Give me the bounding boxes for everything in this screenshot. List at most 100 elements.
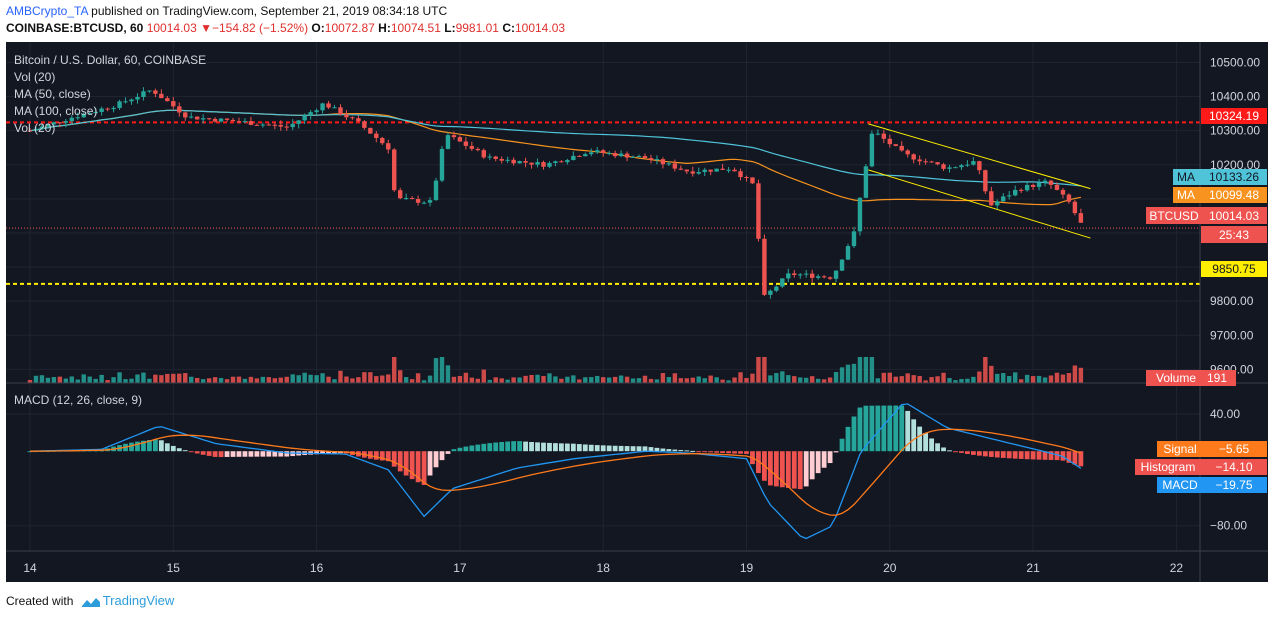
time-tick-label: 14 bbox=[23, 561, 37, 575]
candle-body bbox=[266, 124, 272, 126]
ma100-badge: MA 10133.26 bbox=[1173, 169, 1267, 185]
histogram-bar bbox=[188, 451, 194, 453]
volume-bar bbox=[654, 379, 660, 383]
histogram-bar bbox=[702, 451, 708, 453]
volume-bar bbox=[314, 375, 319, 383]
candle-body bbox=[1060, 189, 1066, 195]
candle-body bbox=[989, 191, 994, 206]
tradingview-logo-icon bbox=[81, 597, 100, 607]
volume-bar bbox=[427, 375, 433, 383]
histogram-bar bbox=[947, 450, 952, 452]
histogram-bar bbox=[636, 446, 642, 452]
histogram-bar bbox=[278, 451, 284, 457]
candle-body bbox=[212, 118, 218, 122]
histogram-bar bbox=[523, 441, 528, 452]
candle-body bbox=[565, 160, 570, 163]
volume-bar bbox=[768, 375, 773, 383]
histogram-badge-label: Histogram bbox=[1141, 460, 1196, 474]
volume-bar bbox=[194, 377, 200, 383]
change-value: −154.82 (−1.52%) bbox=[212, 21, 309, 35]
candle-body bbox=[93, 111, 98, 114]
histogram-bar bbox=[487, 443, 493, 452]
legend-ma50: MA (50, close) bbox=[14, 87, 91, 101]
time-tick-label: 22 bbox=[1170, 561, 1184, 575]
resistance-badge: 10324.19 bbox=[1201, 108, 1267, 124]
volume-bar bbox=[248, 376, 254, 383]
price-tick-label: 10500.00 bbox=[1210, 55, 1260, 69]
histogram-bar bbox=[744, 451, 749, 454]
candle-body bbox=[117, 101, 122, 108]
candle-body bbox=[272, 124, 278, 126]
candle-body bbox=[1048, 180, 1054, 185]
histogram-bar bbox=[773, 451, 779, 487]
candle-body bbox=[1054, 184, 1060, 190]
volume-bar bbox=[893, 376, 898, 383]
candle-body bbox=[1078, 213, 1084, 223]
candle-body bbox=[290, 123, 295, 128]
histogram-bar bbox=[827, 451, 833, 464]
histogram-bar bbox=[714, 451, 720, 453]
candle-body bbox=[487, 156, 492, 158]
price-badge: BTCUSD 10014.03 25:43 bbox=[1146, 207, 1267, 243]
volume-bar bbox=[523, 375, 528, 383]
histogram-bar bbox=[929, 438, 934, 452]
histogram-bar bbox=[720, 451, 726, 454]
volume-bar bbox=[601, 377, 606, 383]
ma50-badge-label: MA bbox=[1177, 188, 1195, 202]
histogram-bar bbox=[893, 405, 899, 452]
candle-body bbox=[786, 273, 791, 279]
candle-body bbox=[595, 150, 600, 153]
histogram-bar bbox=[547, 442, 552, 452]
histogram-bar bbox=[254, 451, 260, 457]
candle-body bbox=[845, 246, 851, 260]
moving-averages bbox=[29, 109, 1082, 206]
volume-bar bbox=[493, 377, 498, 383]
candle-body bbox=[75, 117, 80, 119]
volume-bar bbox=[660, 373, 666, 383]
histogram-bar bbox=[851, 416, 857, 452]
chart-area[interactable]: 10500.0010400.0010300.0010200.0010100.00… bbox=[0, 40, 1274, 582]
candle-body bbox=[905, 150, 910, 155]
candle-body bbox=[917, 159, 922, 162]
volume-bar bbox=[1024, 374, 1030, 383]
volume-bar bbox=[284, 376, 289, 383]
candle-body bbox=[702, 169, 707, 173]
histogram-bar bbox=[1078, 451, 1084, 467]
volume-bar bbox=[1030, 376, 1036, 383]
volume-bar bbox=[559, 378, 564, 383]
volume-bar bbox=[260, 376, 266, 383]
volume-bar bbox=[230, 376, 236, 383]
volume-bar bbox=[983, 357, 988, 383]
volume-bar bbox=[397, 370, 403, 383]
histogram-bar bbox=[953, 451, 958, 453]
candle-body bbox=[278, 124, 283, 127]
candle-body bbox=[230, 119, 236, 122]
author-link[interactable]: AMBCrypto_TA bbox=[6, 4, 88, 18]
volume-bar bbox=[851, 363, 857, 383]
legend-macd: MACD (12, 26, close, 9) bbox=[14, 393, 142, 407]
volume-bar bbox=[117, 372, 122, 383]
candle-body bbox=[105, 108, 110, 110]
candle-body bbox=[236, 121, 242, 123]
volume-bar bbox=[189, 376, 194, 383]
macd-line bbox=[29, 403, 1082, 540]
candle-body bbox=[356, 118, 361, 122]
volume-bar bbox=[45, 377, 51, 383]
change-down-icon: ▼ bbox=[200, 21, 212, 35]
volume-bar bbox=[869, 357, 875, 383]
volume-bar bbox=[469, 377, 475, 383]
time-tick-label: 16 bbox=[310, 561, 324, 575]
candle-body bbox=[750, 177, 755, 184]
volume-bar bbox=[135, 374, 140, 383]
volume-badge-value: 191 bbox=[1207, 371, 1227, 385]
histogram-bar bbox=[481, 443, 487, 452]
descending-channel bbox=[868, 123, 1091, 239]
candle-body bbox=[344, 114, 349, 118]
tradingview-brand[interactable]: TradingView bbox=[102, 593, 175, 608]
volume-bar bbox=[332, 379, 337, 383]
candle-body bbox=[326, 103, 331, 108]
histogram-bar bbox=[839, 438, 845, 452]
candle-body bbox=[624, 153, 630, 158]
histogram-bar bbox=[570, 443, 576, 452]
candle-body bbox=[415, 199, 421, 203]
